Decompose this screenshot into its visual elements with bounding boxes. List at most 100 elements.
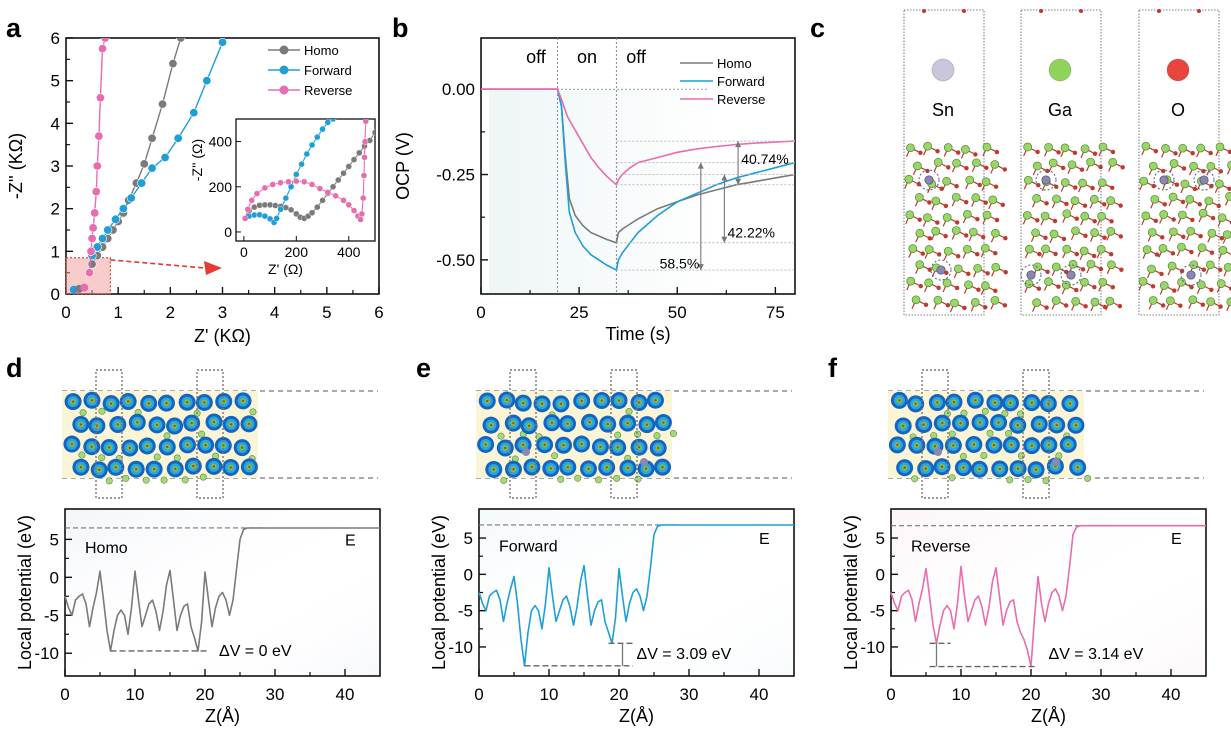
o-atom (1036, 182, 1041, 188)
x-axis-label: Z' (KΩ) (194, 326, 251, 346)
ga-atom (906, 276, 916, 286)
ga-atom (1178, 143, 1188, 153)
inset-point-reverse (340, 197, 347, 204)
o-atom (1036, 286, 1042, 291)
o-atom (580, 399, 583, 403)
arrow-forward-head (697, 162, 704, 169)
o-atom (212, 420, 216, 424)
ga-atom (1049, 229, 1059, 239)
o-atom (1030, 401, 1033, 404)
inset-point-homo (266, 201, 274, 209)
o-atom (79, 423, 83, 426)
zoom-arrow-line (110, 259, 206, 269)
data-point-reverse (91, 187, 101, 197)
inset-point-forward (298, 160, 305, 168)
ga-atom (981, 177, 991, 187)
surface-atom (1039, 9, 1043, 13)
ga-atom (1033, 262, 1042, 272)
y-tick-label: 6 (51, 29, 60, 48)
inset-point-forward (277, 206, 284, 213)
ga-atom (964, 280, 973, 290)
o-atom (70, 442, 74, 446)
x-tick-label: 25 (570, 303, 589, 322)
o-atom (1102, 235, 1107, 240)
sn-dopant-atom (1041, 175, 1051, 185)
o-atom (1218, 169, 1223, 174)
o-atom (1080, 267, 1086, 272)
o-atom (976, 287, 981, 292)
sn-dopant-atom (522, 448, 530, 456)
arrow-reverse-head (735, 178, 742, 185)
ga-atom (173, 454, 181, 462)
o-atom (626, 421, 629, 425)
x-tick-label: 50 (668, 303, 687, 322)
ga-atom (1084, 474, 1092, 482)
inset-point-forward (293, 171, 300, 178)
o-atom (933, 445, 937, 448)
data-point-homo (147, 133, 157, 143)
o-atom (1016, 467, 1020, 470)
ga-atom (1138, 276, 1148, 286)
ga-atom (1178, 210, 1187, 220)
ga-atom (1071, 226, 1080, 236)
ga-atom (614, 431, 622, 439)
annotation-forward: 58.5% (660, 255, 700, 271)
x-tick-label: 10 (540, 685, 559, 704)
ga-atom (986, 429, 994, 437)
o-atom (190, 421, 193, 425)
o-atom (964, 165, 969, 171)
o-atom (1053, 251, 1058, 257)
surface-atom (1197, 9, 1201, 13)
ga-atom (181, 476, 189, 484)
ga-atom (982, 210, 992, 220)
data-point-homo (139, 159, 149, 169)
o-atom (1150, 284, 1156, 289)
o-atom (114, 466, 117, 469)
ga-atom (931, 226, 941, 236)
o-atom (1043, 235, 1048, 240)
x-tick-label: 6 (374, 303, 383, 322)
legend-label-forward: Forward (717, 74, 765, 89)
o-atom (1198, 233, 1203, 239)
x-tick-label: 10 (126, 685, 145, 704)
ga-atom (1217, 213, 1227, 223)
ga-atom (1051, 262, 1061, 272)
o-atom (1118, 234, 1124, 239)
o-atom (1180, 199, 1186, 205)
ga-atom (982, 142, 992, 152)
inset-point-reverse (324, 189, 331, 196)
highlight-window (509, 369, 537, 499)
plot-background (479, 509, 794, 676)
legend-label-reverse: Reverse (304, 83, 352, 98)
o-atom (521, 443, 525, 447)
inset-point-reverse (361, 154, 368, 161)
ga-atom (1196, 143, 1206, 153)
o-atom (993, 401, 997, 404)
ga-atom (1090, 228, 1099, 238)
o-atom (972, 443, 976, 446)
ga-atom (1096, 244, 1106, 254)
o-atom (993, 288, 998, 293)
y-tick-label: 0 (50, 568, 59, 587)
ga-atom (924, 278, 933, 288)
data-point-reverse (90, 208, 100, 218)
o-atom (1201, 169, 1206, 174)
series-line-forward (481, 88, 796, 272)
o-atom (1117, 303, 1123, 309)
o-atom (927, 236, 932, 241)
x-tick-label: 0 (886, 685, 895, 704)
o-atom (1181, 234, 1186, 240)
structure-ga: Ga (1020, 9, 1125, 316)
highlight-window (610, 369, 638, 499)
ga-atom (1159, 281, 1169, 290)
o-atom (946, 165, 951, 170)
o-atom (617, 399, 621, 402)
ga-atom (198, 430, 206, 438)
ga-atom (1215, 179, 1224, 189)
o-atom (165, 401, 168, 405)
panel-label-c: c (810, 13, 825, 43)
o-atom (1109, 219, 1114, 224)
o-atom (1030, 444, 1033, 447)
dopant-highlight (1060, 264, 1082, 286)
